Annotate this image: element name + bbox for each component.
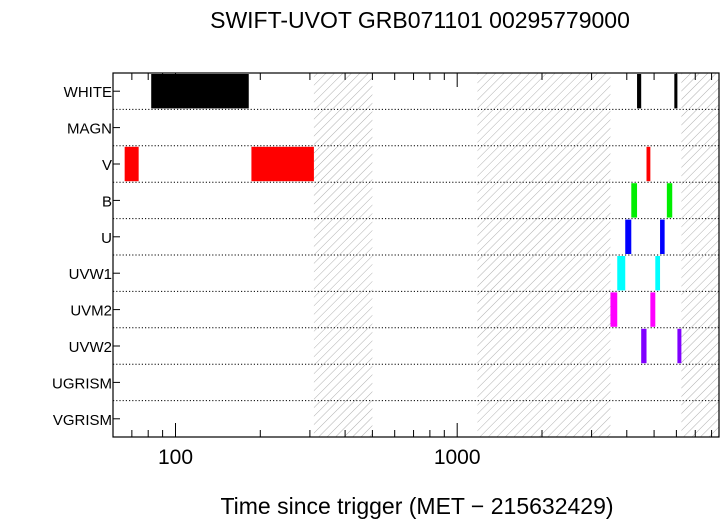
filter-label-v: V bbox=[102, 157, 112, 174]
filter-label-uvw2: UVW2 bbox=[69, 339, 112, 356]
exposure-bar-b bbox=[666, 183, 673, 218]
exposure-bar-v bbox=[251, 146, 314, 182]
x-axis-label: Time since trigger (MET − 215632429) bbox=[220, 493, 613, 519]
exposure-bar-v bbox=[124, 146, 139, 182]
x-tick-label: 100 bbox=[158, 446, 193, 469]
exposure-bar-u bbox=[660, 219, 665, 254]
exposure-bar-uvw2 bbox=[641, 328, 647, 364]
filter-label-uvw1: UVW1 bbox=[69, 266, 112, 283]
shaded-interval bbox=[681, 73, 719, 437]
x-tick-label: 1000 bbox=[434, 446, 481, 469]
filter-label-vgrism: VGRISM bbox=[53, 412, 112, 429]
exposure-bar-uvw2 bbox=[677, 328, 682, 364]
exposure-bar-uvm2 bbox=[610, 292, 618, 327]
x-axis: 100100010⁴ bbox=[112, 73, 713, 469]
exposure-bar-b bbox=[631, 183, 638, 218]
filter-label-ugrism: UGRISM bbox=[52, 375, 112, 392]
filter-label-u: U bbox=[101, 230, 112, 247]
exposure-bar-uvw1 bbox=[655, 256, 661, 291]
plot-area bbox=[124, 73, 719, 437]
filter-label-magn: MAGN bbox=[67, 121, 112, 138]
filter-label-white: WHITE bbox=[64, 84, 112, 101]
exposure-bar-white bbox=[151, 74, 249, 109]
plot-border bbox=[112, 72, 720, 438]
filter-labels: WHITE MAGN V B U UVW1 UVM2 UVW2 UGRISM VGRISM bbox=[52, 84, 112, 429]
exposure-bar-v bbox=[646, 146, 651, 182]
plot-frame bbox=[112, 72, 720, 438]
exposure-bar-uvw1 bbox=[617, 256, 626, 291]
filter-label-uvm2: UVM2 bbox=[70, 303, 112, 320]
shaded-interval bbox=[477, 73, 611, 437]
exposure-bar-white bbox=[674, 74, 678, 109]
exposure-bar-uvm2 bbox=[650, 292, 656, 327]
filter-label-b: B bbox=[102, 193, 112, 210]
exposure-bar-u bbox=[625, 219, 632, 254]
exposure-bar-white bbox=[637, 74, 642, 109]
chart-title: SWIFT-UVOT GRB071101 00295779000 bbox=[210, 7, 630, 33]
